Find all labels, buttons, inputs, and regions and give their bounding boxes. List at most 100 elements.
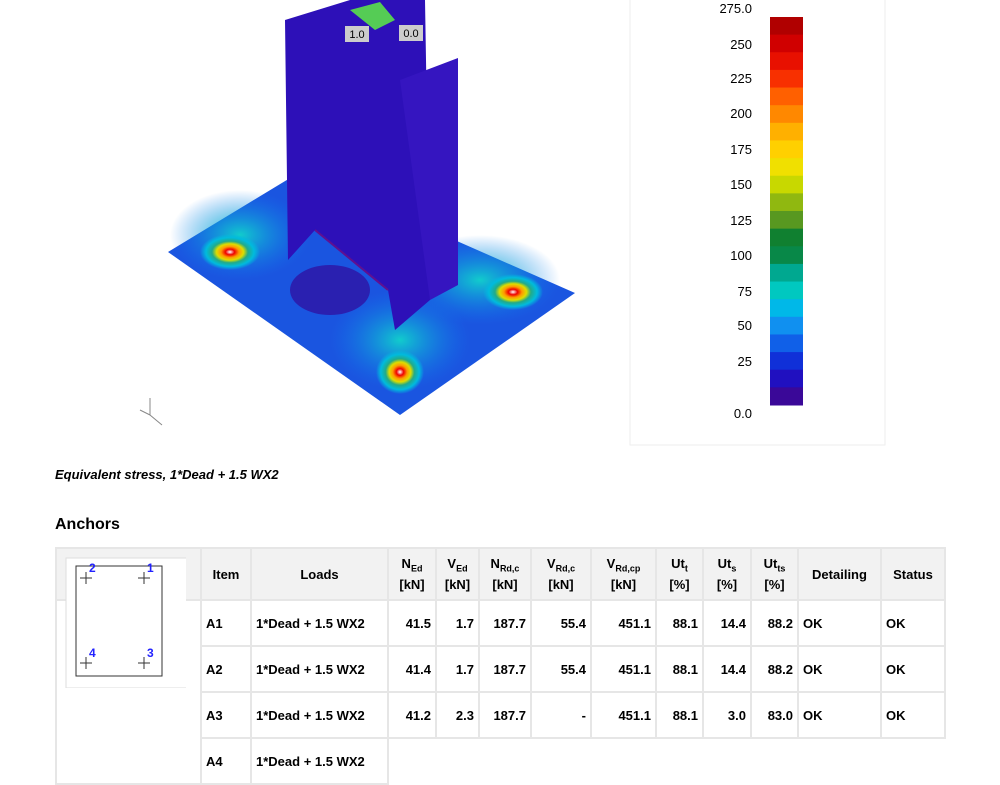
color-band: [770, 17, 803, 36]
header-text: Item: [212, 566, 240, 582]
cell: 451.1: [590, 691, 657, 739]
color-band: [770, 299, 803, 318]
anchor: [138, 572, 150, 584]
cell: OK: [797, 599, 882, 647]
anchor-shape: 2 1 4 3: [65, 557, 186, 688]
color-band: [770, 122, 803, 141]
color-band: [770, 34, 803, 53]
header-unit: [kN]: [492, 576, 518, 592]
header-unit: [%]: [716, 576, 738, 592]
color-band: [770, 352, 803, 371]
header-text: Ut: [671, 556, 685, 572]
header-text: N: [490, 556, 500, 572]
color-band: [770, 281, 803, 300]
color-band: [770, 228, 803, 247]
table-row: A3 1*Dead + 1.5 WX2 41.2 2.3 187.7-451.1 88.1…: [56, 691, 946, 739]
legend-label: 0.0: [734, 406, 752, 421]
header-unit: [%]: [764, 576, 785, 592]
cell: 88.1: [655, 645, 704, 693]
column-header: VRd,c [kN]: [530, 547, 592, 601]
header-sub: ts: [777, 563, 786, 574]
header-text: V: [606, 556, 616, 572]
color-band: [770, 316, 803, 335]
cell: 55.4: [530, 645, 592, 693]
color-band: [770, 387, 803, 406]
cell: 88.2: [750, 645, 799, 693]
cell: 88.1: [655, 599, 704, 647]
column-header: Utt [%]: [655, 547, 704, 601]
header-sub: Rd,c: [555, 563, 576, 574]
header-text: V: [546, 556, 556, 572]
color-band: [770, 211, 803, 230]
cell: 1*Dead + 1.5 WX2: [250, 737, 389, 785]
figure: 1.0 0.0 275.0 250 225 200 175 150 125 100 75 50 25…: [139, 0, 886, 446]
cell: -: [530, 691, 592, 739]
cell: A3: [200, 691, 252, 739]
header-sub: Ed: [456, 563, 468, 574]
legend-label: 25: [738, 354, 752, 369]
anchor: [138, 657, 150, 669]
section-title: Anchors: [55, 516, 120, 533]
cell: 1.7: [435, 599, 480, 647]
header-sub: s: [731, 563, 737, 574]
header-sub: Ed: [410, 563, 423, 574]
header-sub: t: [684, 563, 688, 574]
cell: 1.7: [435, 645, 480, 693]
legend-labels: 275.0 250 225 200 175 150 125 100 75 50 25 0.0: [719, 1, 752, 421]
caption: Equivalent stress, 1*Dead + 1.5 WX2: [55, 467, 279, 482]
cell: 83.0: [750, 691, 799, 739]
color-band: [770, 105, 803, 124]
header-sub: Rd,cp: [615, 563, 641, 574]
column-header: Detailing: [797, 547, 882, 601]
cell: 187.7: [478, 691, 532, 739]
header-text: Status: [893, 566, 933, 582]
anchor: [80, 572, 92, 584]
column-header: NEd [kN]: [387, 547, 437, 601]
table-row: 2 1 4 3 A1 1*Dead + 1.5 WX2 41.5 1.7 187.7 55.4 45…: [55, 557, 946, 785]
anchor: [80, 657, 92, 669]
cell: 88.2: [750, 599, 799, 647]
cell: 1*Dead + 1.5 WX2: [250, 691, 389, 739]
column-header: Utts [%]: [750, 547, 799, 601]
header-sub: Rd,c: [499, 563, 520, 574]
legend-label: 250: [730, 37, 752, 52]
column-header: VRd,cp [kN]: [590, 547, 657, 601]
column-header: Item: [200, 547, 252, 601]
legend-label: 50: [738, 318, 752, 333]
cell: 41.2: [387, 691, 437, 739]
color-band: [770, 246, 803, 265]
cell: 3.0: [702, 691, 752, 739]
color-band: [770, 87, 803, 106]
cell: 14.4: [702, 599, 752, 647]
color-band: [770, 52, 803, 71]
header-unit: [%]: [669, 576, 690, 592]
legend-label: 175: [730, 142, 752, 157]
cell: 187.7: [478, 599, 532, 647]
anchor-label: 4: [89, 646, 96, 660]
column-header: VEd [kN]: [435, 547, 480, 601]
column-header: NRd,c [kN]: [478, 547, 532, 601]
color-band: [770, 369, 803, 388]
table-row: A2 1*Dead + 1.5 WX2 41.4 1.7 187.7 55.4 451.1 8…: [56, 645, 946, 693]
cell: OK: [880, 599, 946, 647]
cell: 41.4: [387, 645, 437, 693]
cell: 88.1: [655, 691, 704, 739]
column-header: Loads: [250, 547, 389, 601]
cell: OK: [797, 691, 882, 739]
legend-label: 125: [730, 213, 752, 228]
anchor-label: 1: [147, 561, 154, 575]
anchors-table: ShapeItemLoadsNEd[kN]VEd[kN]NRd,c[kN]VRd…: [55, 547, 946, 785]
header-text: Ut: [717, 556, 732, 572]
header-text: V: [447, 556, 457, 572]
header-unit: [kN]: [548, 576, 574, 592]
color-band: [770, 175, 803, 194]
header-text: Loads: [300, 566, 339, 582]
cell: OK: [880, 691, 946, 739]
cell: 187.7: [478, 645, 532, 693]
legend-label: 225: [730, 71, 752, 86]
shape-cell: 2 1 4 3: [55, 557, 202, 785]
anchor-label: 2: [89, 561, 96, 575]
header-unit: [kN]: [444, 576, 471, 592]
anchor-label: 3: [147, 646, 154, 660]
color-band: [770, 140, 803, 159]
